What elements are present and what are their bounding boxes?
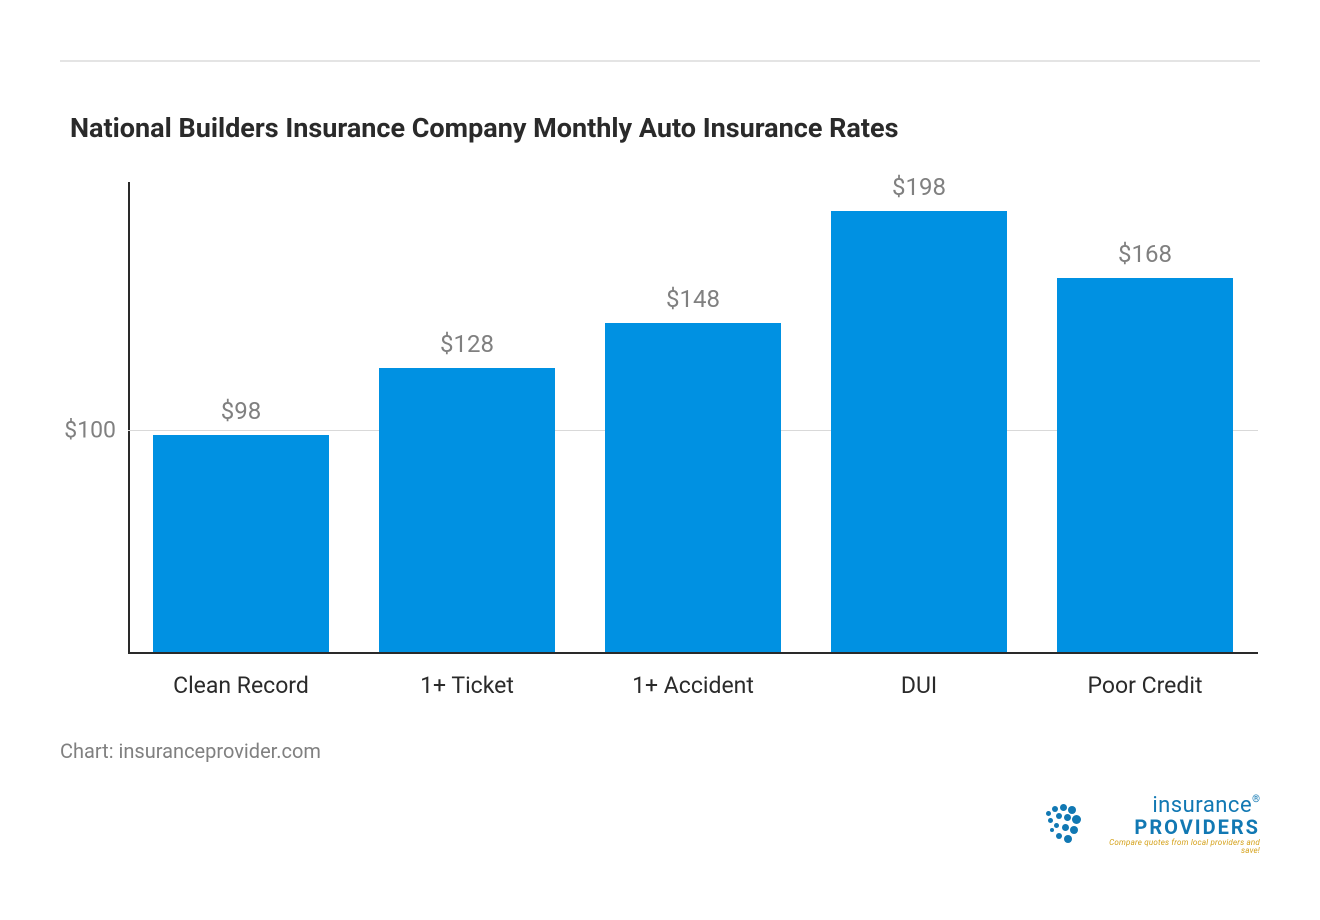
logo-registered-mark: ® [1252, 794, 1260, 805]
chart-container: $98$128$148$198$168 $100 Clean Record1+ … [70, 184, 1260, 699]
logo-dots-icon [1040, 802, 1086, 848]
bar-value-label: $98 [221, 397, 261, 435]
y-tick-label: $100 [64, 417, 128, 444]
chart-credit: Chart: insuranceprovider.com [60, 739, 1260, 763]
bar: $148 [605, 323, 781, 654]
chart-title: National Builders Insurance Company Mont… [70, 112, 1260, 144]
chart-plot-area: $98$128$148$198$168 $100 [128, 184, 1258, 654]
bar-slot: $128 [354, 184, 580, 654]
logo-tagline: Compare quotes from local providers and … [1090, 839, 1260, 855]
bar-value-label: $168 [1118, 240, 1172, 278]
x-axis-label: DUI [806, 672, 1032, 699]
x-axis-labels: Clean Record1+ Ticket1+ AccidentDUIPoor … [128, 672, 1258, 699]
bars-group: $98 $128 $148 $198 $168 [128, 184, 1258, 654]
logo-text: insurance® PROVIDERS Compare quotes from… [1090, 795, 1260, 855]
brand-logo: insurance® PROVIDERS Compare quotes from… [1040, 795, 1260, 855]
bar: $128 [379, 368, 555, 654]
bar-value-label: $148 [666, 285, 720, 323]
bar: $198 [831, 211, 1007, 654]
bar-slot: $98 [128, 184, 354, 654]
bar: $168 [1057, 278, 1233, 654]
bar-slot: $198 [806, 184, 1032, 654]
x-axis-line [128, 652, 1258, 654]
logo-word-providers: PROVIDERS [1090, 817, 1260, 837]
x-axis-label: Poor Credit [1032, 672, 1258, 699]
bar-value-label: $128 [440, 330, 494, 368]
bar-slot: $148 [580, 184, 806, 654]
bar: $98 [153, 435, 329, 654]
x-axis-label: 1+ Ticket [354, 672, 580, 699]
bar-slot: $168 [1032, 184, 1258, 654]
top-divider [60, 60, 1260, 62]
x-axis-label: Clean Record [128, 672, 354, 699]
bar-value-label: $198 [892, 173, 946, 211]
x-axis-label: 1+ Accident [580, 672, 806, 699]
